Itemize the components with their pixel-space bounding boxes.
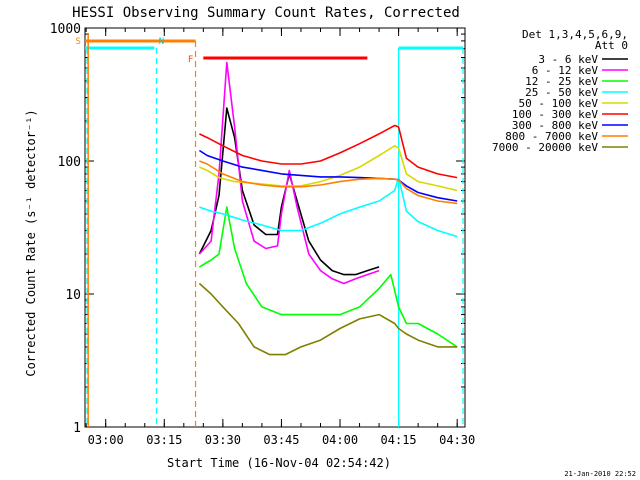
y-axis-label: Corrected Count Rate (s⁻¹ detector⁻¹): [24, 109, 38, 376]
series-line-6: [199, 124, 458, 179]
series-line-1: [198, 107, 380, 276]
y-tick-label: 10: [65, 288, 81, 303]
state-marker-s: S: [75, 37, 80, 47]
legend-header: Att 0: [595, 39, 628, 52]
x-tick-label: 03:00: [88, 433, 124, 447]
plot-frame: [84, 27, 466, 428]
footer-date: 21-Jan-2010 22:52: [564, 470, 636, 478]
y-tick-label: 1: [73, 421, 81, 436]
y-tick-label: 100: [58, 155, 81, 170]
x-tick-label: 04:15: [381, 433, 417, 447]
legend-entry: 800 - 7000 keV: [505, 130, 598, 143]
series-layer: [198, 61, 458, 356]
series-line-4: [199, 176, 458, 238]
legend-entry: 25 - 50 keV: [525, 86, 598, 99]
x-tick-label: 04:00: [322, 433, 358, 447]
state-marker-f: F: [188, 55, 193, 65]
x-tick-label: 03:15: [146, 433, 182, 447]
legend-entry: 3 - 6 keV: [538, 53, 598, 66]
chart-title: HESSI Observing Summary Count Rates, Cor…: [72, 5, 460, 21]
x-tick-label: 04:30: [439, 433, 475, 447]
legend-entry: 50 - 100 keV: [519, 97, 599, 110]
instrument-state-bars: S N F: [75, 34, 464, 427]
legend-entry: 100 - 300 keV: [512, 108, 598, 121]
x-tick-label: 03:30: [205, 433, 241, 447]
legend-entry: 6 - 12 keV: [532, 64, 599, 77]
x-axis-label: Start Time (16-Nov-04 02:54:42): [167, 456, 391, 470]
series-line-9: [198, 282, 458, 356]
state-marker-n: N: [159, 37, 164, 47]
x-tick-label: 03:45: [263, 433, 299, 447]
y-tick-label: 1000: [50, 22, 81, 37]
series-line-3: [198, 206, 458, 348]
series-line-2: [198, 61, 380, 285]
legend-entry: 12 - 25 keV: [525, 75, 598, 88]
legend-header: Det 1,3,4,5,6,9,: [522, 28, 628, 41]
series-line-5: [199, 145, 458, 192]
series-line-8: [199, 160, 458, 205]
legend-entry: 300 - 800 keV: [512, 119, 598, 132]
legend-entry: 7000 - 20000 keV: [492, 141, 598, 154]
series-line-7: [198, 149, 458, 202]
